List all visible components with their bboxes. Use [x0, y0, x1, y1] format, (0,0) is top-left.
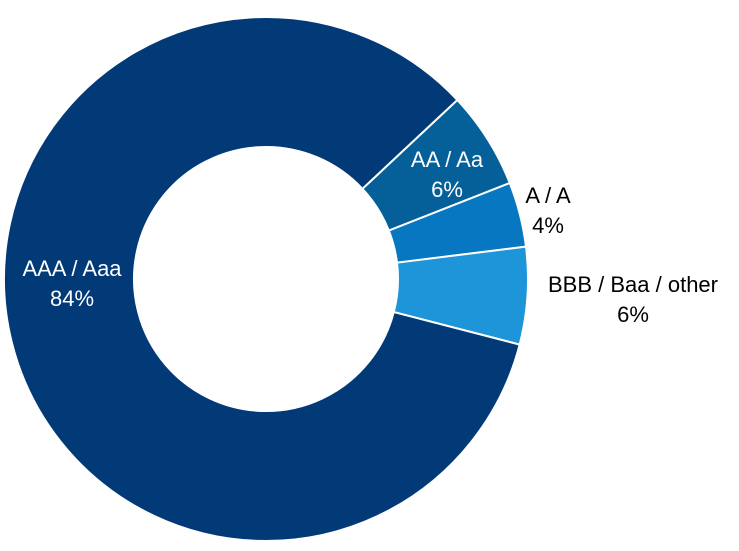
label-aaa: AAA / Aaa 84% — [22, 254, 121, 314]
label-bbb-value: 6% — [617, 302, 649, 327]
label-aaa-value: 84% — [49, 286, 95, 311]
label-a: A / A 4% — [525, 181, 570, 241]
label-aa: AA / Aa 6% — [411, 145, 483, 205]
donut-slices — [3, 16, 529, 542]
label-aa-value: 6% — [431, 177, 463, 202]
label-aa-name: AA / Aa — [410, 147, 484, 172]
label-a-name: A / A — [525, 183, 571, 208]
label-aaa-name: AAA / Aaa — [22, 256, 122, 281]
label-bbb: BBB / Baa / other 6% — [548, 270, 718, 330]
slice-aaa-aaa — [3, 16, 521, 542]
label-a-value: 4% — [532, 213, 564, 238]
label-bbb-name: BBB / Baa / other — [548, 272, 718, 297]
